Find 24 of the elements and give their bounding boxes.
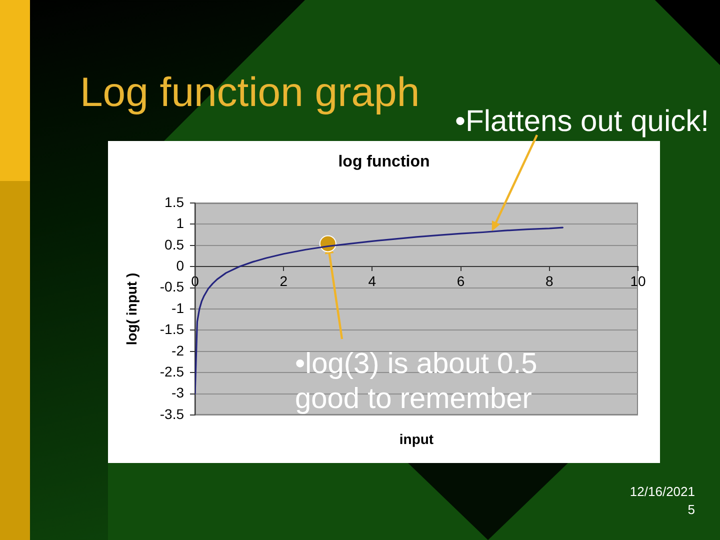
x-tick-label: 2 (280, 272, 288, 289)
annotation: •Flattens out quick! (455, 104, 709, 140)
text: 12/16/2021 (630, 484, 695, 500)
x-tick-label: 4 (368, 272, 376, 289)
y-tick-label: 0.5 (164, 236, 184, 252)
x-tick-label: 6 (456, 272, 465, 289)
text: 5 (688, 502, 695, 518)
x-tick-label: 8 (546, 272, 554, 289)
y-tick-label: -1 (172, 300, 184, 316)
chart-title: Log function graph (80, 69, 420, 115)
y-tick-label: -1.5 (160, 321, 184, 338)
y-tick-label: -2.5 (160, 363, 184, 380)
y-tick-label: 1.5 (164, 194, 184, 210)
y-axis-title: log( input ) (123, 272, 140, 346)
y-tick-label: -2 (172, 342, 184, 358)
y-tick-label: -3 (172, 384, 184, 401)
y-tick-label: 1 (176, 215, 184, 232)
chart-subtitle: log function (338, 153, 430, 170)
x-tick-label: 10 (630, 272, 646, 289)
annotation: •log(3) is about 0.5 good to remember (295, 347, 538, 417)
x-axis-title: input (399, 430, 434, 447)
y-tick-label: -0.5 (160, 278, 184, 295)
y-tick-label: -3.5 (160, 406, 184, 422)
y-tick-label: 0 (176, 257, 184, 274)
